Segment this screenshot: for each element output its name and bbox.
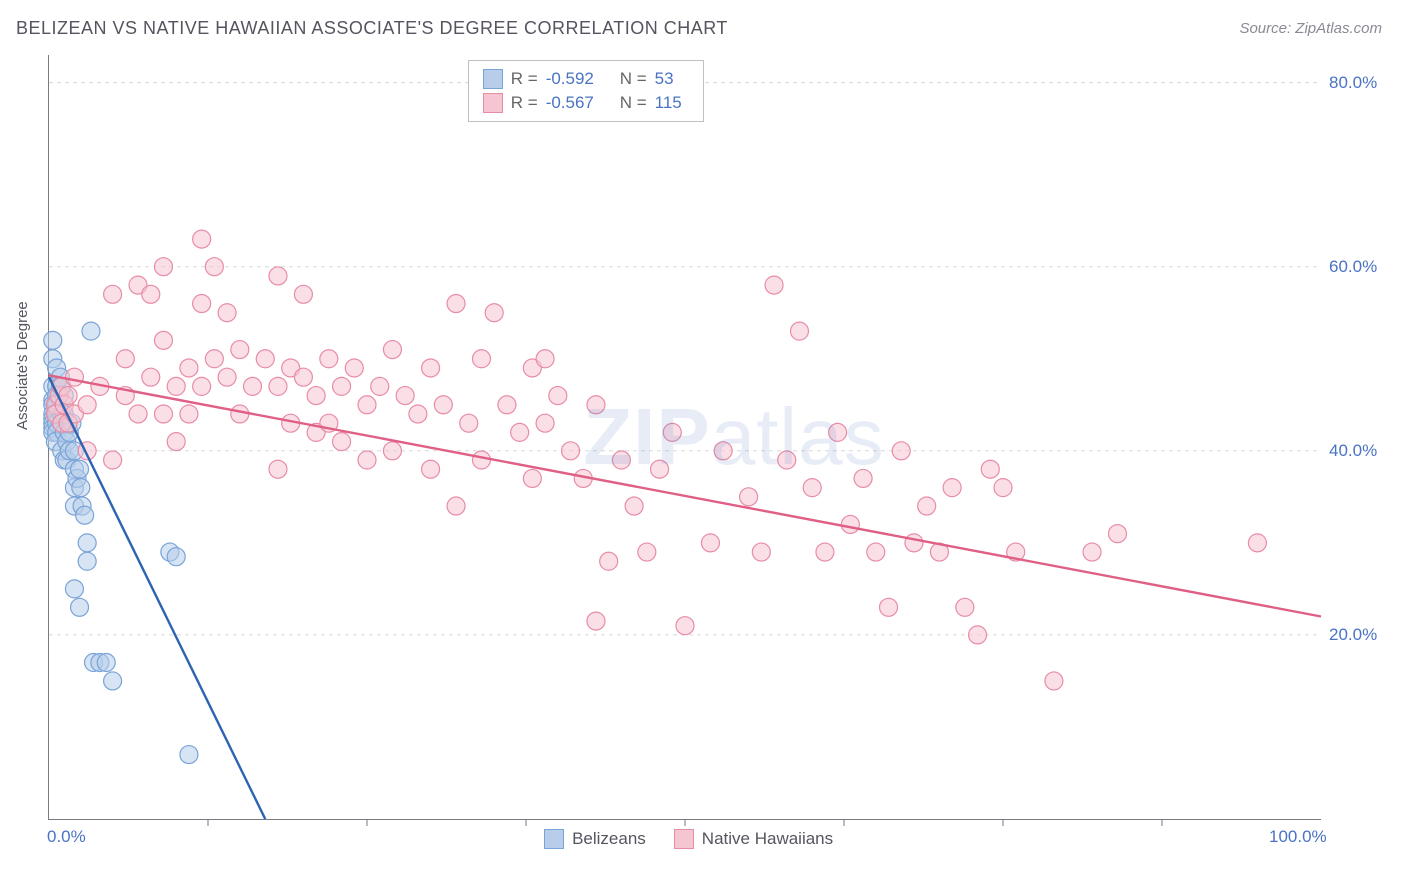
legend-N-value: 53	[655, 67, 689, 91]
x-tick-label: 0.0%	[47, 827, 86, 847]
y-tick-label: 60.0%	[1329, 257, 1399, 277]
legend-swatch	[544, 829, 564, 849]
series-legend: Belizeans Native Hawaiians	[544, 829, 833, 849]
legend-item: Belizeans	[544, 829, 646, 849]
y-tick-label: 20.0%	[1329, 625, 1399, 645]
legend-row: R = -0.592 N = 53	[483, 67, 689, 91]
legend-N-label: N =	[620, 67, 647, 91]
legend-N-label: N =	[620, 91, 647, 115]
y-tick-label: 40.0%	[1329, 441, 1399, 461]
legend-R-value: -0.567	[546, 91, 602, 115]
chart-title: BELIZEAN VS NATIVE HAWAIIAN ASSOCIATE'S …	[16, 18, 728, 39]
chart-svg	[49, 55, 1321, 819]
legend-N-value: 115	[655, 91, 689, 115]
legend-item: Native Hawaiians	[674, 829, 833, 849]
legend-series-label: Native Hawaiians	[702, 829, 833, 849]
y-tick-label: 80.0%	[1329, 73, 1399, 93]
legend-R-label: R =	[511, 67, 538, 91]
correlation-legend: R = -0.592 N = 53 R = -0.567 N = 115	[468, 60, 704, 122]
legend-row: R = -0.567 N = 115	[483, 91, 689, 115]
x-tick-label: 100.0%	[1269, 827, 1327, 847]
source-attribution: Source: ZipAtlas.com	[1239, 20, 1382, 37]
legend-R-value: -0.592	[546, 67, 602, 91]
legend-swatch	[483, 93, 503, 113]
legend-series-label: Belizeans	[572, 829, 646, 849]
legend-R-label: R =	[511, 91, 538, 115]
legend-swatch	[483, 69, 503, 89]
scatter-chart: ZIPatlas 20.0%40.0%60.0%80.0%0.0%100.0%	[48, 55, 1321, 820]
legend-swatch	[674, 829, 694, 849]
y-axis-label: Associate's Degree	[14, 301, 31, 430]
